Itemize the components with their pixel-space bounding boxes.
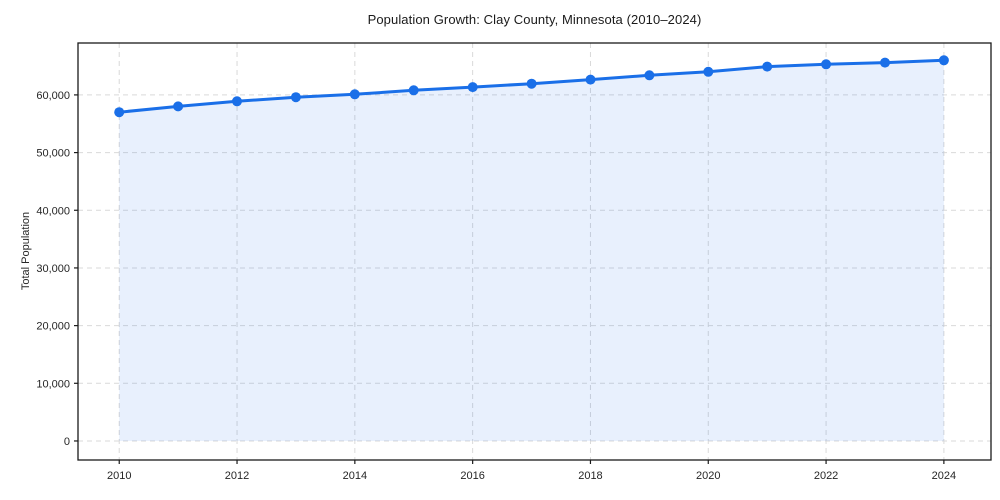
chart-title: Population Growth: Clay County, Minnesot… xyxy=(367,12,702,27)
data-point-2018[interactable] xyxy=(585,74,596,85)
data-point-2012[interactable] xyxy=(232,96,242,107)
x-tick-label: 2010 xyxy=(107,470,131,482)
data-point-2020[interactable] xyxy=(703,66,714,77)
data-point-2021[interactable] xyxy=(762,61,773,72)
y-tick-label: 30,000 xyxy=(36,263,70,275)
data-point-2024[interactable] xyxy=(938,55,949,66)
y-tick-label: 40,000 xyxy=(36,205,70,217)
x-tick-label: 2018 xyxy=(578,470,602,482)
data-point-2019[interactable] xyxy=(644,70,655,81)
x-tick-label: 2016 xyxy=(460,470,484,482)
y-tick-label: 50,000 xyxy=(36,148,70,160)
data-point-2016[interactable] xyxy=(467,82,478,93)
x-tick-label: 2014 xyxy=(343,470,367,482)
y-tick-label: 0 xyxy=(64,436,70,448)
data-point-2014[interactable] xyxy=(349,89,360,100)
y-tick-label: 10,000 xyxy=(36,378,70,390)
x-tick-label: 2024 xyxy=(932,470,956,482)
plot-border xyxy=(77,42,992,461)
data-point-2015[interactable] xyxy=(408,85,419,96)
area-fill xyxy=(119,60,944,442)
data-point-2022[interactable] xyxy=(821,59,832,70)
data-point-2011[interactable] xyxy=(173,101,184,112)
data-point-2023[interactable] xyxy=(880,57,890,68)
plot-background xyxy=(78,43,991,460)
data-point-2013[interactable] xyxy=(290,92,301,103)
x-tick-label: 2012 xyxy=(225,470,249,482)
x-tick-label: 2020 xyxy=(696,470,720,482)
x-tick-label: 2022 xyxy=(814,470,838,482)
data-point-2010[interactable] xyxy=(114,107,125,118)
data-point-2017[interactable] xyxy=(526,78,537,89)
y-tick-label: 60,000 xyxy=(36,90,70,102)
y-tick-label: 20,000 xyxy=(36,321,70,333)
